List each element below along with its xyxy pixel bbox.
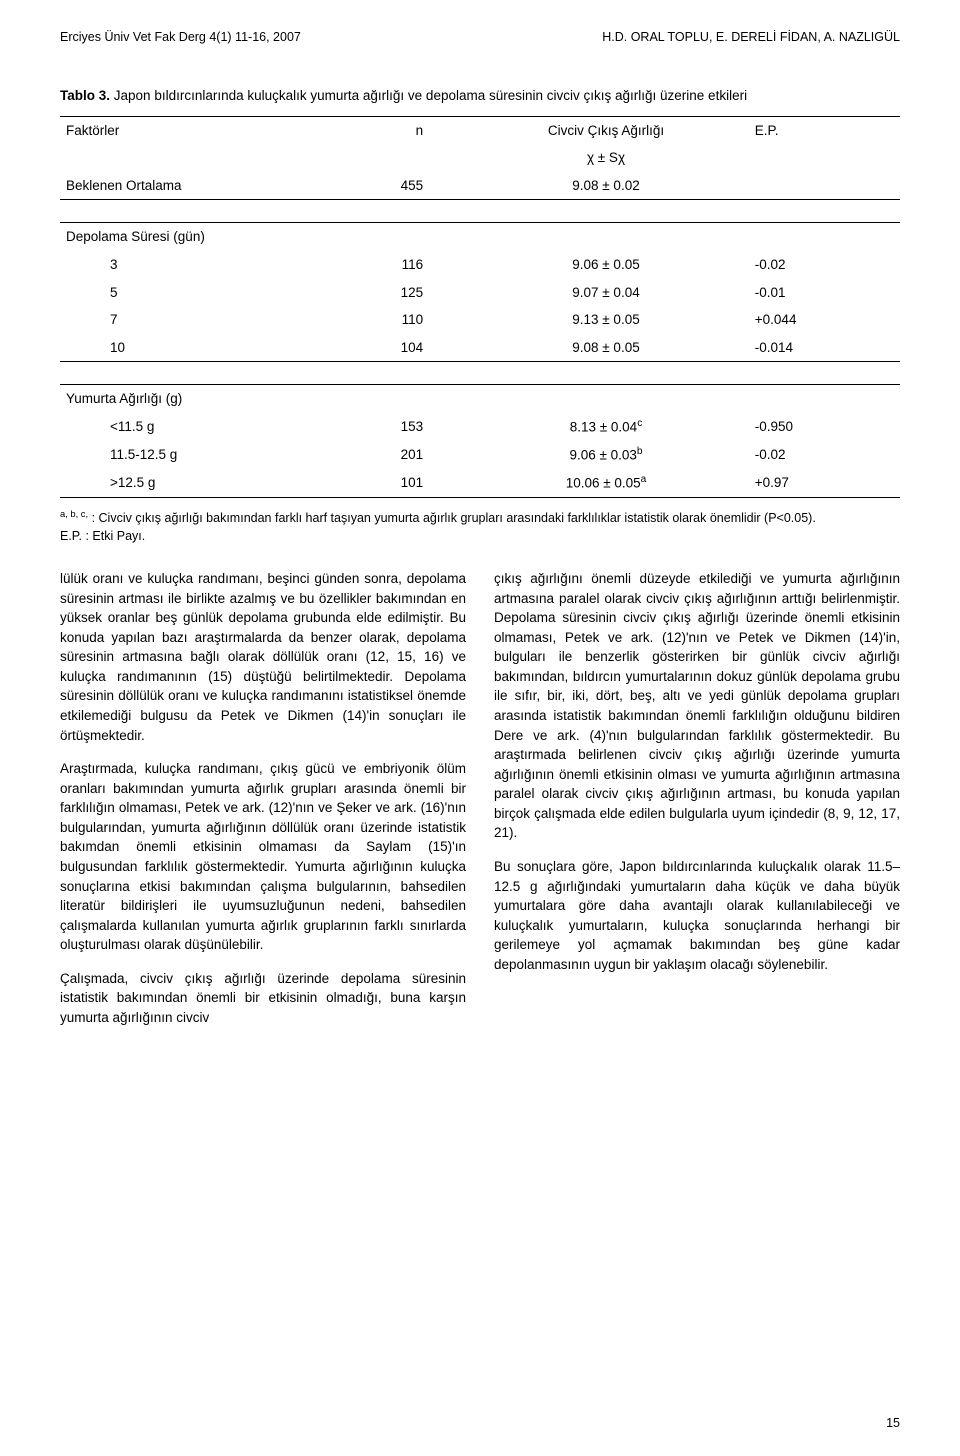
table-cell: 9.07 ± 0.04	[463, 279, 749, 307]
col-factor: Faktörler	[60, 116, 346, 144]
table-cell: 116	[346, 251, 464, 279]
table-cell: 101	[346, 469, 464, 498]
col-ep: E.P.	[749, 116, 900, 144]
body-columns: lülük oranı ve kuluçka randımanı, beşinc…	[60, 569, 900, 1041]
col-n: n	[346, 116, 464, 144]
table-cell: -0.014	[749, 334, 900, 362]
table-caption-label: Tablo 3.	[60, 88, 110, 103]
body-paragraph: Çalışmada, civciv çıkış ağırlığı üzerind…	[60, 969, 466, 1028]
table-caption-text: Japon bıldırcınlarında kuluçkalık yumurt…	[114, 88, 747, 103]
body-paragraph: lülük oranı ve kuluçka randımanı, beşinc…	[60, 569, 466, 745]
table-cell: 10.06 ± 0.05a	[463, 469, 749, 498]
table-cell: 5	[60, 279, 346, 307]
col-stat: χ ± Sχ	[463, 144, 749, 172]
body-paragraph: Bu sonuçlara göre, Japon bıldırcınlarınd…	[494, 857, 900, 974]
table-cell: 8.13 ± 0.04c	[463, 413, 749, 441]
table-cell: -0.01	[749, 279, 900, 307]
table-cell: -0.02	[749, 441, 900, 469]
table-cell: 3	[60, 251, 346, 279]
footnote-text-1: : Civciv çıkış ağırlığı bakımından farkl…	[92, 511, 816, 525]
table-cell: 10	[60, 334, 346, 362]
table-cell: 125	[346, 279, 464, 307]
running-head-left: Erciyes Üniv Vet Fak Derg 4(1) 11-16, 20…	[60, 28, 301, 46]
expected-label: Beklenen Ortalama	[60, 172, 346, 200]
body-paragraph: çıkış ağırlığını önemli düzeyde etkiledi…	[494, 569, 900, 843]
page-number: 15	[886, 1414, 900, 1432]
running-head: Erciyes Üniv Vet Fak Derg 4(1) 11-16, 20…	[60, 28, 900, 46]
table-caption: Tablo 3. Japon bıldırcınlarında kuluçkal…	[60, 86, 900, 106]
table-cell: 7	[60, 306, 346, 334]
results-table: Faktörler n Civciv Çıkış Ağırlığı E.P. χ…	[60, 116, 900, 498]
footnote-sup: a, b, c,	[60, 509, 88, 519]
section-eggwt-title: Yumurta Ağırlığı (g)	[60, 385, 346, 413]
section-storage-title: Depolama Süresi (gün)	[60, 223, 346, 251]
table-cell: 11.5-12.5 g	[60, 441, 346, 469]
running-head-right: H.D. ORAL TOPLU, E. DERELİ FİDAN, A. NAZ…	[602, 28, 900, 46]
table-cell: 153	[346, 413, 464, 441]
table-cell: 9.06 ± 0.05	[463, 251, 749, 279]
body-paragraph: Araştırmada, kuluçka randımanı, çıkış gü…	[60, 759, 466, 955]
table-cell: -0.02	[749, 251, 900, 279]
expected-stat: 9.08 ± 0.02	[463, 172, 749, 200]
table-cell: <11.5 g	[60, 413, 346, 441]
table-cell: -0.950	[749, 413, 900, 441]
table-cell: 110	[346, 306, 464, 334]
table-cell: 9.13 ± 0.05	[463, 306, 749, 334]
table-cell: 201	[346, 441, 464, 469]
table-cell: 9.08 ± 0.05	[463, 334, 749, 362]
table-cell: 9.06 ± 0.03b	[463, 441, 749, 469]
body-column-left: lülük oranı ve kuluçka randımanı, beşinc…	[60, 569, 466, 1041]
table-cell: 104	[346, 334, 464, 362]
expected-ep	[749, 172, 900, 200]
table-cell: +0.97	[749, 469, 900, 498]
body-column-right: çıkış ağırlığını önemli düzeyde etkiledi…	[494, 569, 900, 1041]
footnote-text-2: E.P. : Etki Payı.	[60, 529, 145, 543]
col-response: Civciv Çıkış Ağırlığı	[463, 116, 749, 144]
expected-n: 455	[346, 172, 464, 200]
table-footnote: a, b, c, : Civciv çıkış ağırlığı bakımın…	[60, 508, 900, 545]
table-cell: +0.044	[749, 306, 900, 334]
table-cell: >12.5 g	[60, 469, 346, 498]
